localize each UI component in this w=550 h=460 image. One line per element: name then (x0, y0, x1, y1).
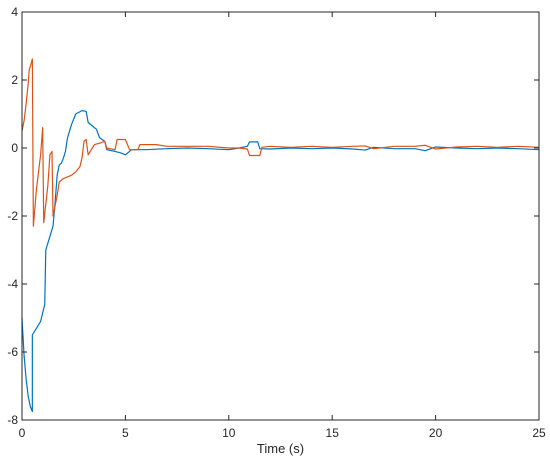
series-layer (21, 58, 540, 413)
y-tick-label: 4 (11, 5, 18, 19)
y-tick-label: -6 (7, 345, 18, 359)
y-tick-label: -4 (7, 277, 18, 291)
tick-layer: 0 5 10 15 20 25 -8 -6 -4 -2 0 2 4 (7, 5, 546, 440)
y-tick-label: -8 (7, 413, 18, 427)
y-tick-label: 0 (11, 141, 18, 155)
x-tick-label: 20 (429, 426, 443, 440)
y-tick-label: -2 (7, 209, 18, 223)
x-tick-label: 25 (532, 426, 546, 440)
series-line-2 (21, 58, 540, 227)
x-tick-label: 0 (19, 426, 26, 440)
plot-area (22, 12, 539, 420)
x-axis-label: Time (s) (257, 441, 304, 456)
series-line-1 (21, 109, 540, 413)
x-tick-label: 10 (222, 426, 236, 440)
y-tick-label: 2 (11, 73, 18, 87)
x-tick-label: 5 (122, 426, 129, 440)
x-tick-label: 15 (326, 426, 340, 440)
